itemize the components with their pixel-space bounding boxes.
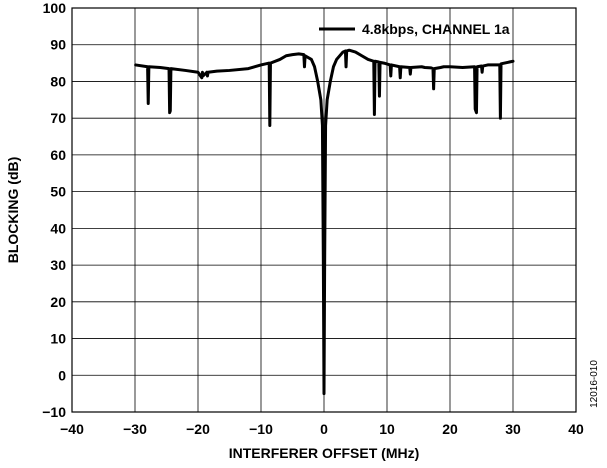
legend: 4.8kbps, CHANNEL 1a xyxy=(319,21,510,37)
y-tick-label: 20 xyxy=(50,294,66,310)
y-axis-tick-labels: −10 0 10 20 30 40 50 60 70 80 90 100 xyxy=(42,0,66,420)
y-tick-label: −10 xyxy=(42,404,66,420)
y-tick-label: 60 xyxy=(50,147,66,163)
x-tick-label: −40 xyxy=(60,421,84,437)
x-axis-tick-labels: −40 −30 −20 −10 0 10 20 30 40 xyxy=(60,421,584,437)
x-tick-label: −30 xyxy=(123,421,147,437)
y-axis-label: BLOCKING (dB) xyxy=(5,157,21,264)
figure-id: 12016-010 xyxy=(589,360,600,408)
y-tick-label: 90 xyxy=(50,37,66,53)
x-tick-label: 10 xyxy=(379,421,395,437)
y-tick-label: 100 xyxy=(43,0,67,16)
legend-entry-channel-1a: 4.8kbps, CHANNEL 1a xyxy=(362,21,510,37)
x-tick-label: 20 xyxy=(442,421,458,437)
series-line-channel-1a xyxy=(134,48,515,396)
x-tick-label: 0 xyxy=(320,421,328,437)
plot-area-border xyxy=(71,7,577,413)
y-tick-label: 30 xyxy=(50,257,66,273)
y-tick-label: 80 xyxy=(50,73,66,89)
x-axis-label: INTERFERER OFFSET (MHz) xyxy=(229,445,420,461)
x-tick-label: −20 xyxy=(186,421,210,437)
y-tick-label: 40 xyxy=(50,220,66,236)
x-tick-label: 30 xyxy=(505,421,521,437)
y-tick-label: 70 xyxy=(50,110,66,126)
x-tick-label: 40 xyxy=(568,421,584,437)
y-tick-label: 50 xyxy=(50,184,66,200)
y-tick-label: 10 xyxy=(50,331,66,347)
x-tick-label: −10 xyxy=(249,421,273,437)
y-tick-label: 0 xyxy=(58,367,66,383)
